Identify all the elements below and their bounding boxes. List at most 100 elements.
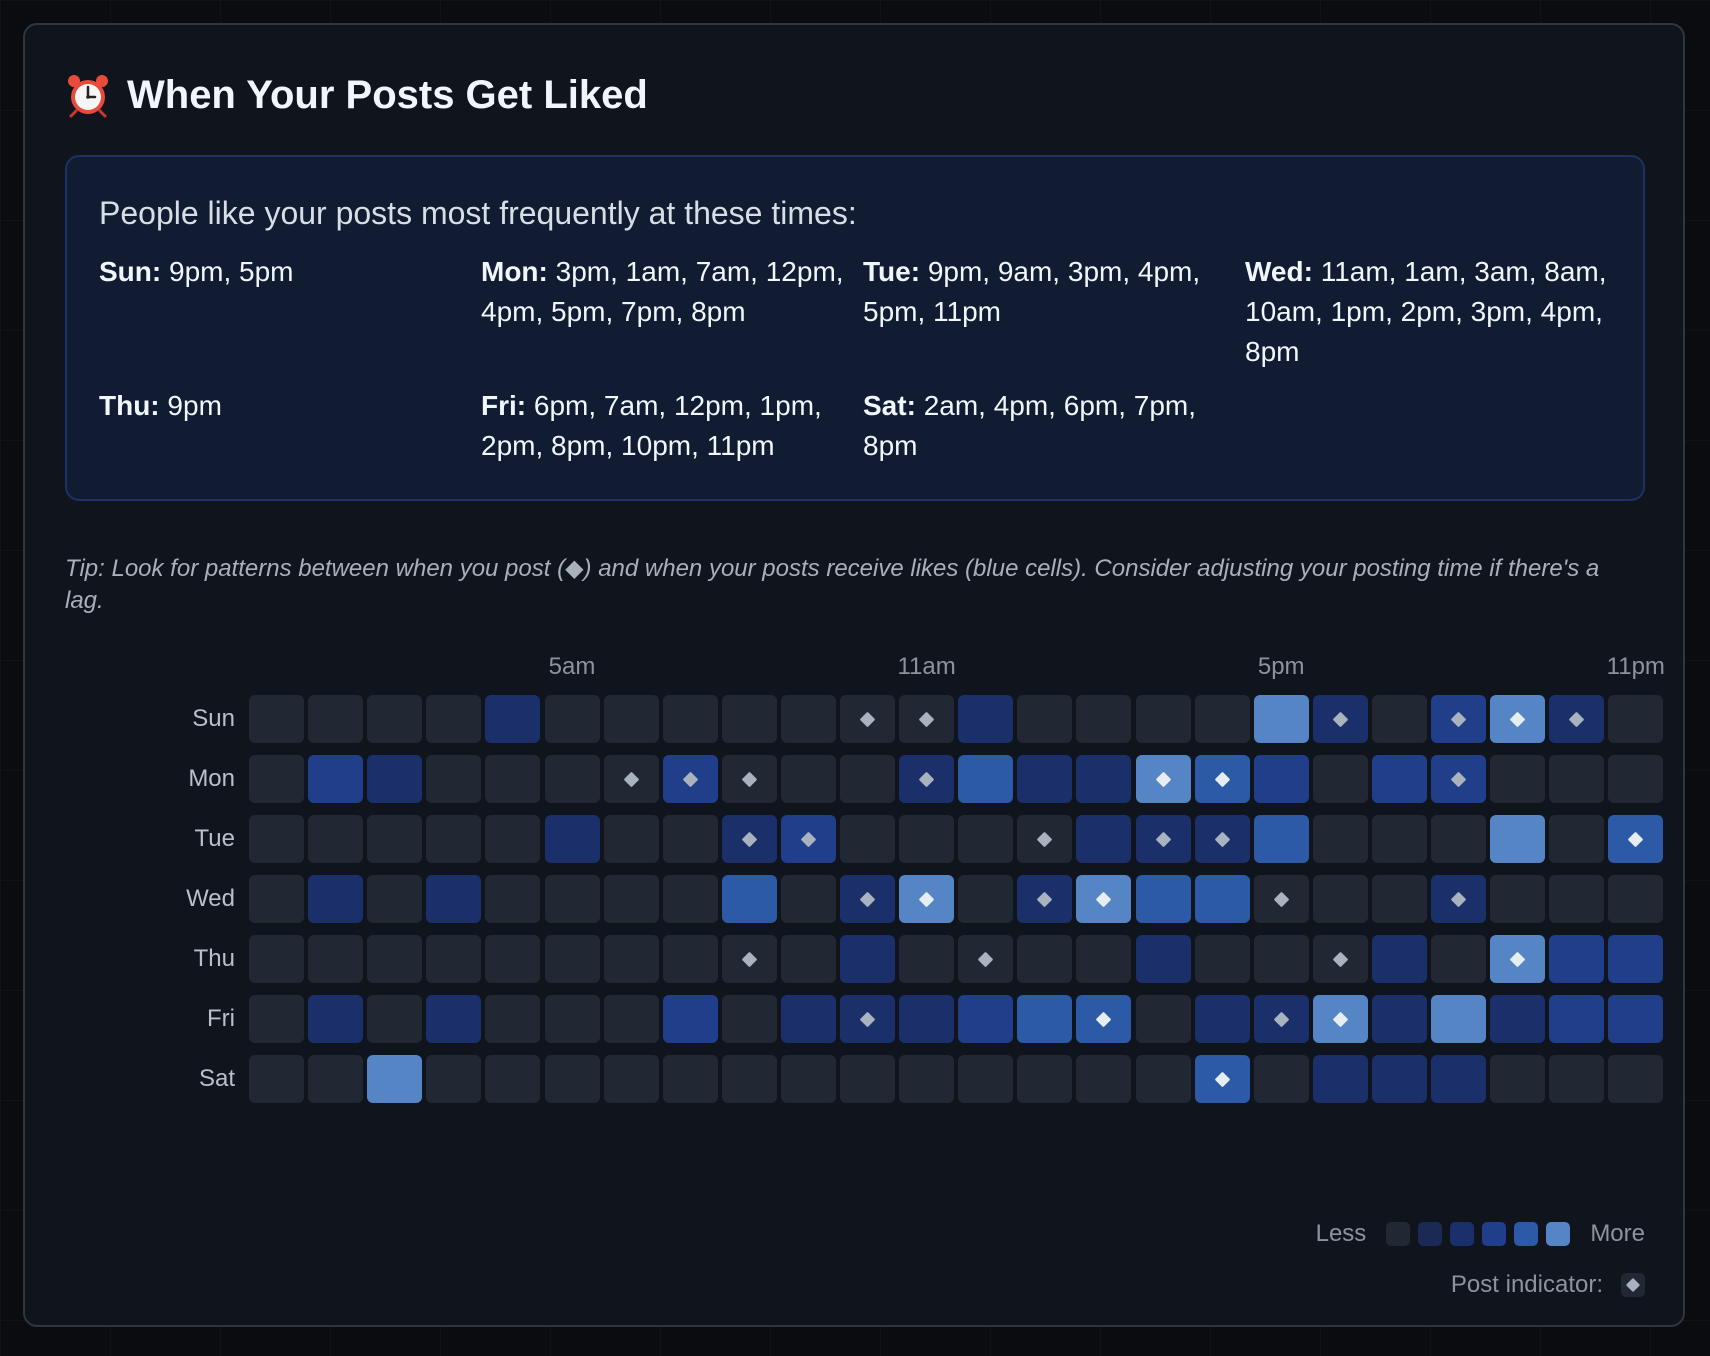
heatmap-cell[interactable] [1135,995,1191,1043]
heatmap-cell[interactable] [780,995,836,1043]
heatmap-cell[interactable] [721,875,777,923]
heatmap-cell[interactable] [485,815,541,863]
heatmap-cell[interactable] [958,815,1014,863]
heatmap-cell[interactable] [1549,1055,1605,1103]
heatmap-cell[interactable] [1017,875,1073,923]
heatmap-cell[interactable] [426,935,482,983]
heatmap-cell[interactable] [840,935,895,983]
heatmap-cell[interactable] [544,695,600,743]
heatmap-cell[interactable] [1549,995,1605,1043]
heatmap-cell[interactable] [249,815,304,863]
heatmap-cell[interactable] [1608,695,1664,743]
heatmap-cell[interactable] [1135,755,1191,803]
heatmap-cell[interactable] [958,1055,1014,1103]
heatmap-cell[interactable] [308,815,364,863]
heatmap-cell[interactable] [1135,875,1191,923]
heatmap-cell[interactable] [958,695,1014,743]
heatmap-cell[interactable] [662,755,718,803]
heatmap-cell[interactable] [1253,815,1309,863]
heatmap-cell[interactable] [1608,815,1664,863]
heatmap-cell[interactable] [249,875,304,923]
heatmap-cell[interactable] [1135,935,1191,983]
heatmap-cell[interactable] [1076,1055,1132,1103]
heatmap-cell[interactable] [1431,755,1486,803]
heatmap-cell[interactable] [544,1055,600,1103]
heatmap-cell[interactable] [840,875,895,923]
heatmap-cell[interactable] [1253,755,1309,803]
heatmap-cell[interactable] [1194,815,1250,863]
heatmap-cell[interactable] [544,935,600,983]
heatmap-cell[interactable] [662,995,718,1043]
heatmap-cell[interactable] [1608,995,1664,1043]
heatmap-cell[interactable] [840,815,895,863]
heatmap-cell[interactable] [1371,815,1427,863]
heatmap-cell[interactable] [426,995,482,1043]
heatmap-cell[interactable] [544,815,600,863]
heatmap-cell[interactable] [1017,815,1073,863]
heatmap-cell[interactable] [1076,755,1132,803]
heatmap-cell[interactable] [485,695,541,743]
heatmap-cell[interactable] [662,695,718,743]
heatmap-cell[interactable] [1312,1055,1368,1103]
heatmap-cell[interactable] [1490,815,1546,863]
heatmap-cell[interactable] [780,875,836,923]
heatmap-cell[interactable] [603,935,659,983]
heatmap-cell[interactable] [249,1055,304,1103]
heatmap-cell[interactable] [485,755,541,803]
heatmap-cell[interactable] [1135,815,1191,863]
heatmap-cell[interactable] [1194,755,1250,803]
heatmap-cell[interactable] [1253,1055,1309,1103]
heatmap-cell[interactable] [662,935,718,983]
heatmap-cell[interactable] [603,1055,659,1103]
heatmap-cell[interactable] [840,995,895,1043]
heatmap-cell[interactable] [367,995,423,1043]
heatmap-cell[interactable] [721,935,777,983]
heatmap-cell[interactable] [1253,935,1309,983]
heatmap-cell[interactable] [899,815,955,863]
heatmap-cell[interactable] [1253,995,1309,1043]
heatmap-cell[interactable] [780,935,836,983]
heatmap-cell[interactable] [899,935,955,983]
heatmap-cell[interactable] [1549,815,1605,863]
heatmap-cell[interactable] [1490,875,1546,923]
heatmap-cell[interactable] [840,755,895,803]
heatmap-cell[interactable] [367,755,423,803]
heatmap-cell[interactable] [721,815,777,863]
heatmap-cell[interactable] [308,995,364,1043]
heatmap-cell[interactable] [1431,695,1486,743]
heatmap-cell[interactable] [426,1055,482,1103]
heatmap-cell[interactable] [780,695,836,743]
heatmap-cell[interactable] [1135,695,1191,743]
heatmap-cell[interactable] [1076,935,1132,983]
heatmap-cell[interactable] [1312,995,1368,1043]
heatmap-cell[interactable] [603,815,659,863]
heatmap-cell[interactable] [367,875,423,923]
heatmap-cell[interactable] [1371,995,1427,1043]
heatmap-cell[interactable] [485,875,541,923]
heatmap-cell[interactable] [1194,875,1250,923]
heatmap-cell[interactable] [308,875,364,923]
heatmap-cell[interactable] [426,815,482,863]
heatmap-cell[interactable] [1017,995,1073,1043]
heatmap-cell[interactable] [958,935,1014,983]
heatmap-cell[interactable] [367,1055,423,1103]
heatmap-cell[interactable] [1371,1055,1427,1103]
heatmap-cell[interactable] [1490,755,1546,803]
heatmap-cell[interactable] [1490,695,1546,743]
heatmap-cell[interactable] [780,815,836,863]
heatmap-cell[interactable] [1194,1055,1250,1103]
heatmap-cell[interactable] [603,875,659,923]
heatmap-cell[interactable] [721,695,777,743]
heatmap-cell[interactable] [1194,695,1250,743]
heatmap-cell[interactable] [249,935,304,983]
heatmap-cell[interactable] [1608,935,1664,983]
heatmap-cell[interactable] [1017,755,1073,803]
heatmap-cell[interactable] [1490,1055,1546,1103]
heatmap-cell[interactable] [603,695,659,743]
heatmap-cell[interactable] [308,755,364,803]
heatmap-cell[interactable] [1549,755,1605,803]
heatmap-cell[interactable] [1490,935,1546,983]
heatmap-cell[interactable] [1076,875,1132,923]
heatmap-cell[interactable] [1312,875,1368,923]
heatmap-cell[interactable] [1608,1055,1664,1103]
